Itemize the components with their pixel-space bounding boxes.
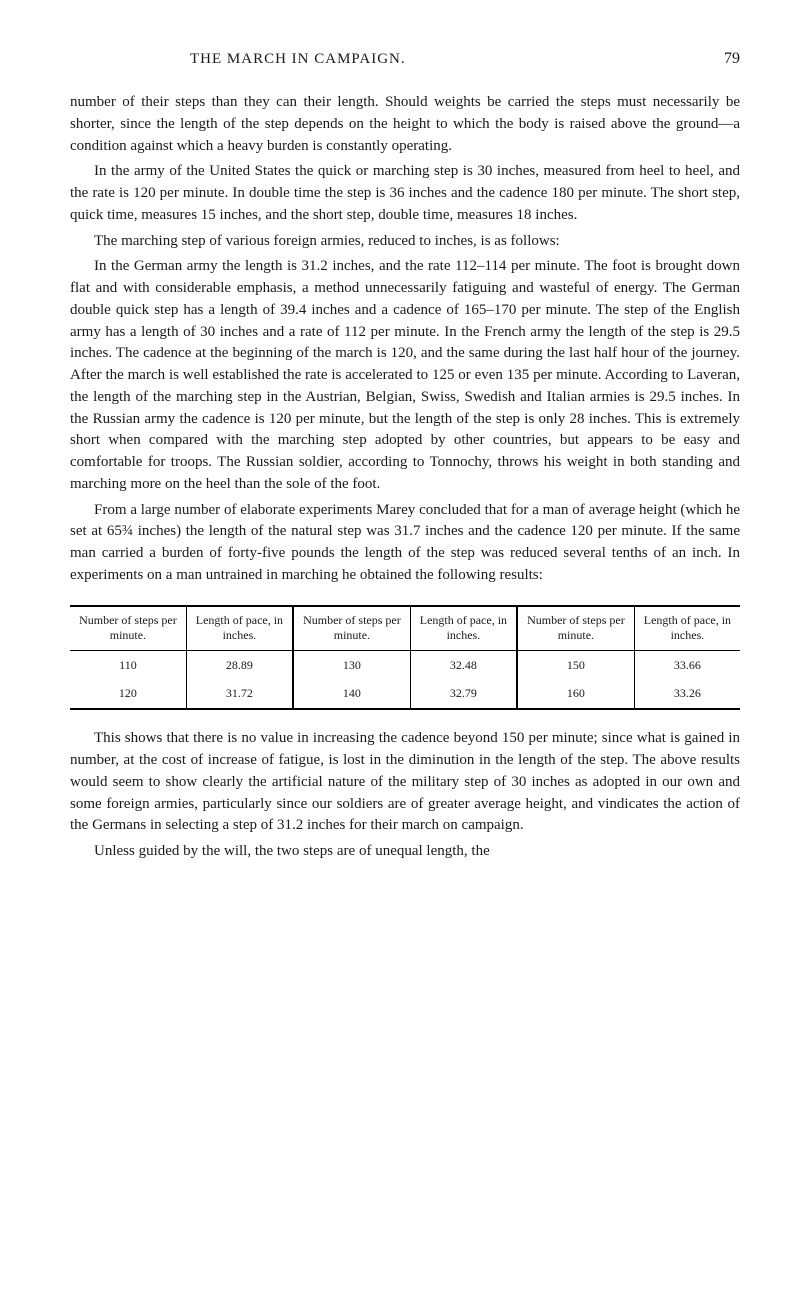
table-header: Length of pace, in inches.: [410, 607, 517, 651]
table-cell: 110: [70, 650, 186, 679]
table-cell: 31.72: [186, 679, 293, 708]
paragraph-3: The marching step of various foreign arm…: [70, 231, 740, 253]
table-cell: 33.66: [634, 650, 740, 679]
header-title: THE MARCH IN CAMPAIGN.: [190, 51, 406, 68]
table-header: Length of pace, in inches.: [634, 607, 740, 651]
table-cell: 32.48: [410, 650, 517, 679]
table-header: Number of steps per minute.: [293, 607, 410, 651]
paragraph-6: This shows that there is no value in inc…: [70, 728, 740, 837]
table-cell: 120: [70, 679, 186, 708]
page-header: THE MARCH IN CAMPAIGN. 79: [70, 50, 740, 68]
table-cell: 28.89: [186, 650, 293, 679]
paragraph-2: In the army of the United States the qui…: [70, 161, 740, 226]
paragraph-7: Unless guided by the will, the two steps…: [70, 841, 740, 863]
table-cell: 32.79: [410, 679, 517, 708]
page-number: 79: [724, 50, 740, 68]
table-cell: 160: [517, 679, 634, 708]
table-cell: 33.26: [634, 679, 740, 708]
table-row: 120 31.72 140 32.79 160 33.26: [70, 679, 740, 708]
table-cell: 140: [293, 679, 410, 708]
paragraph-4: In the German army the length is 31.2 in…: [70, 256, 740, 495]
table-header: Length of pace, in inches.: [186, 607, 293, 651]
marching-data-table: Number of steps per minute. Length of pa…: [70, 607, 740, 709]
paragraph-5: From a large number of elaborate experim…: [70, 500, 740, 587]
table-row: 110 28.89 130 32.48 150 33.66: [70, 650, 740, 679]
paragraph-1: number of their steps than they can thei…: [70, 92, 740, 157]
table-header-row: Number of steps per minute. Length of pa…: [70, 607, 740, 651]
data-table-container: Number of steps per minute. Length of pa…: [70, 605, 740, 711]
table-cell: 150: [517, 650, 634, 679]
table-header: Number of steps per minute.: [70, 607, 186, 651]
table-header: Number of steps per minute.: [517, 607, 634, 651]
table-cell: 130: [293, 650, 410, 679]
